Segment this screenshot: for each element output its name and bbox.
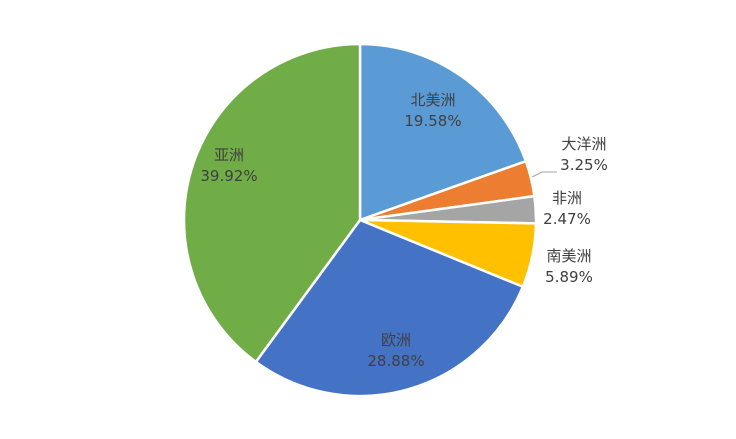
slice-name-label-4: 欧洲 — [381, 331, 411, 349]
slice-value-label-5: 39.92% — [200, 167, 257, 185]
slice-value-label-4: 28.88% — [367, 352, 424, 370]
slice-value-label-1: 3.25% — [560, 156, 608, 174]
slice-name-label-5: 亚洲 — [214, 146, 244, 164]
leader-line-1 — [531, 171, 557, 178]
pie-slice-4 — [254, 218, 525, 398]
slice-value-label-3: 5.89% — [545, 268, 593, 286]
slice-value-label-2: 2.47% — [543, 210, 591, 228]
pie-slice-5 — [182, 42, 362, 364]
slice-name-label-3: 南美洲 — [546, 247, 591, 265]
slice-name-label-1: 大洋洲 — [561, 135, 606, 153]
pie-slice-0 — [358, 42, 528, 222]
slice-value-label-0: 19.58% — [404, 112, 461, 130]
slice-name-label-2: 非洲 — [552, 189, 582, 207]
slice-name-label-0: 北美洲 — [410, 91, 455, 109]
